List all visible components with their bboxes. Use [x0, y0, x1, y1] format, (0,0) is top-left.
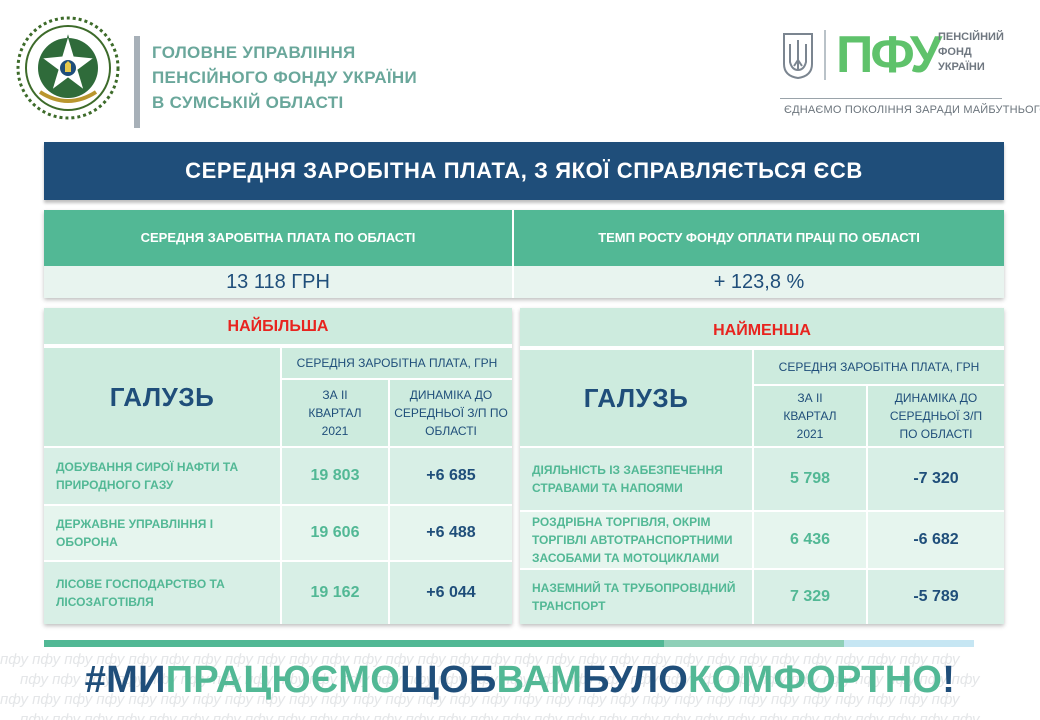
pfu-sub-line: УКРАЇНИ [938, 61, 985, 73]
industry-salary: 19 606 [282, 506, 388, 560]
industry-dynamics: +6 488 [390, 506, 512, 560]
hashtag-part: БУЛО [582, 659, 689, 701]
hashtag-part: #МИ [84, 659, 166, 701]
watermark-row: пфу пфу пфу пфу пфу пфу пфу пфу пфу пфу … [0, 651, 960, 668]
watermark-row: пфу пфу пфу пфу пфу пфу пфу пфу пфу пфу … [20, 711, 980, 720]
summary-table: СЕРЕДНЯ ЗАРОБІТНА ПЛАТА ПО ОБЛАСТІ ТЕМП … [44, 210, 1004, 298]
industry-header: ГАЛУЗЬ [520, 350, 752, 446]
industry-dynamics: +6 685 [390, 448, 512, 504]
lowest-table: НАЙМЕНША ГАЛУЗЬ СЕРЕДНЯ ЗАРОБІТНА ПЛАТА,… [520, 308, 1004, 624]
hashtag-part: ! [942, 659, 956, 701]
watermark-row: пфу пфу пфу пфу пфу пфу пфу пфу пфу пфу … [20, 671, 980, 688]
org-name-line: ГОЛОВНЕ УПРАВЛІННЯ [152, 43, 356, 62]
organization-name: ГОЛОВНЕ УПРАВЛІННЯ ПЕНСІЙНОГО ФОНДУ УКРА… [152, 40, 422, 115]
salary-header: СЕРЕДНЯ ЗАРОБІТНА ПЛАТА, ГРН [754, 350, 1004, 384]
watermark-pattern: пфу пфу пфу пфу пфу пфу пфу пфу пфу пфу … [0, 650, 1040, 720]
organization-seal-icon [16, 16, 120, 120]
salary-header: СЕРЕДНЯ ЗАРОБІТНА ПЛАТА, ГРН [282, 348, 512, 378]
org-name-line: В СУМСЬКІЙ ОБЛАСТІ [152, 93, 344, 112]
dynamics-header: ДИНАМІКА ДО СЕРЕДНЬОЇ З/П ПО ОБЛАСТІ [868, 386, 1004, 446]
industry-salary: 6 436 [754, 512, 866, 568]
industry-name: ДІЯЛЬНІСТЬ ІЗ ЗАБЕЗПЕЧЕННЯ СТРАВАМИ ТА Н… [520, 448, 752, 510]
industry-dynamics: -6 682 [868, 512, 1004, 568]
industry-name: ДЕРЖАВНЕ УПРАВЛІННЯ І ОБОРОНА [44, 506, 280, 560]
pfu-sub-line: ФОНД [938, 46, 972, 58]
bottom-gradient-line [44, 640, 974, 647]
watermark-row: пфу пфу пфу пфу пфу пфу пфу пфу пфу пфу … [0, 691, 960, 708]
industry-dynamics: -7 320 [868, 448, 1004, 510]
page-title: СЕРЕДНЯ ЗАРОБІТНА ПЛАТА, З ЯКОЇ СПРАВЛЯЄ… [44, 142, 1004, 200]
org-header: ГОЛОВНЕ УПРАВЛІННЯ ПЕНСІЙНОГО ФОНДУ УКРА… [10, 12, 417, 128]
avg-salary-header: СЕРЕДНЯ ЗАРОБІТНА ПЛАТА ПО ОБЛАСТІ [44, 210, 512, 266]
hashtag-part: ПРАЦЮЄМО [165, 659, 401, 701]
growth-rate-value: + 123,8 % [514, 266, 1004, 298]
highest-table: НАЙБІЛЬША ГАЛУЗЬ СЕРЕДНЯ ЗАРОБІТНА ПЛАТА… [44, 308, 512, 624]
org-name-line: ПЕНСІЙНОГО ФОНДУ УКРАЇНИ [152, 68, 417, 87]
pfu-logo-subtitle: ПЕНСІЙНИЙ ФОНД УКРАЇНИ [938, 30, 1018, 75]
lowest-caption: НАЙМЕНША [520, 308, 1004, 348]
dynamics-header: ДИНАМІКА ДО СЕРЕДНЬОЇ З/П ПО ОБЛАСТІ [390, 380, 512, 446]
industry-name: НАЗЕМНИЙ ТА ТРУБОПРОВІДНИЙ ТРАНСПОРТ [520, 570, 752, 624]
hashtag-slogan: #МИПРАЦЮЄМОЩОБВАМБУЛОКОМФОРТНО! [0, 652, 1040, 708]
highest-caption: НАЙБІЛЬША [44, 308, 512, 346]
hashtag-part: ЩОБ [400, 659, 497, 701]
header-divider [134, 36, 140, 128]
slogan-divider [780, 98, 1002, 99]
pfu-logo-text: ПФУ [836, 26, 942, 84]
hashtag-part: ВАМ [496, 659, 583, 701]
quarter-header: ЗА ІІ КВАРТАЛ 2021 [754, 386, 866, 446]
industry-dynamics: +6 044 [390, 562, 512, 624]
hashtag-part: КОМФОРТНО [688, 659, 943, 701]
industry-name: ДОБУВАННЯ СИРОЇ НАФТИ ТА ПРИРОДНОГО ГАЗУ [44, 448, 280, 504]
industry-salary: 5 798 [754, 448, 866, 510]
industry-dynamics: -5 789 [868, 570, 1004, 624]
industry-name: ЛІСОВЕ ГОСПОДАРСТВО ТА ЛІСОЗАГОТІВЛЯ [44, 562, 280, 624]
industry-salary: 7 329 [754, 570, 866, 624]
industry-header: ГАЛУЗЬ [44, 348, 280, 446]
growth-rate-header: ТЕМП РОСТУ ФОНДУ ОПЛАТИ ПРАЦІ ПО ОБЛАСТІ [514, 210, 1004, 266]
industry-salary: 19 162 [282, 562, 388, 624]
industry-salary: 19 803 [282, 448, 388, 504]
pfu-sub-line: ПЕНСІЙНИЙ [938, 31, 1004, 43]
logo-separator [824, 30, 826, 80]
quarter-header: ЗА ІІ КВАРТАЛ 2021 [282, 380, 388, 446]
trident-icon [783, 33, 813, 80]
industry-name: РОЗДРІБНА ТОРГІВЛЯ, ОКРІМ ТОРГІВЛІ АВТОТ… [520, 512, 752, 568]
pfu-slogan: ЄДНАЄМО ПОКОЛІННЯ ЗАРАДИ МАЙБУТНЬОГО [784, 104, 1040, 116]
pfu-logo-block: ПФУ ПЕНСІЙНИЙ ФОНД УКРАЇНИ ЄДНАЄМО ПОКОЛ… [780, 26, 1040, 126]
avg-salary-value: 13 118 ГРН [44, 266, 512, 298]
